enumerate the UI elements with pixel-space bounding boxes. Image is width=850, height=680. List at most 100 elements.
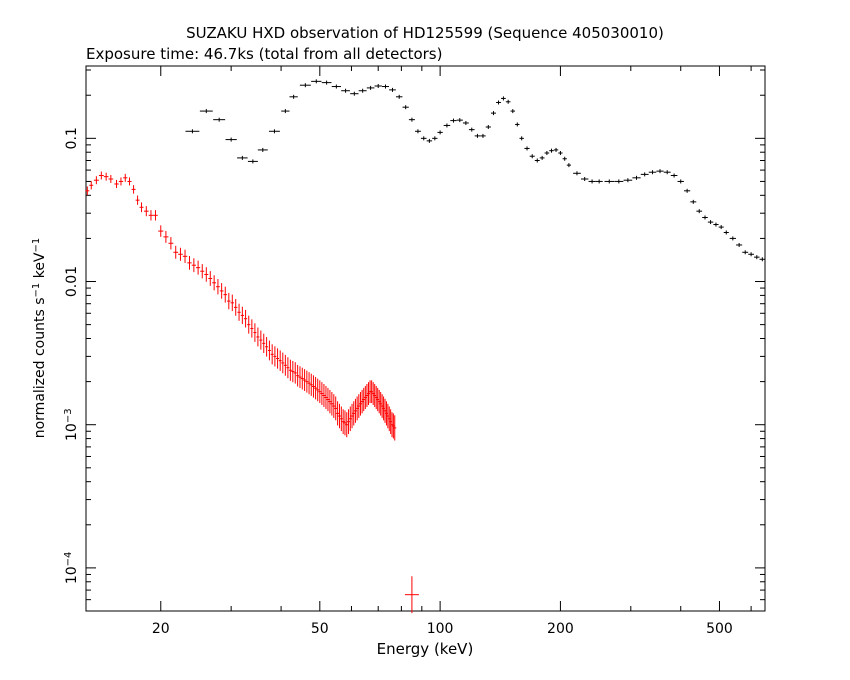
data-point [243,309,248,328]
data-point [250,319,254,338]
data-point [328,389,332,414]
data-point [648,170,657,175]
data-point [510,109,516,114]
data-point [108,174,114,183]
data-point [173,245,179,259]
data-point [573,171,581,176]
data-point [480,133,486,138]
data-point [98,171,104,180]
data-point [663,170,671,175]
data-point [234,298,238,316]
data-point [539,155,545,160]
data-point [148,210,154,221]
data-point [614,179,624,184]
plot-frame [85,65,766,612]
data-point [227,292,231,310]
chart-title: SUZAKU HXD observation of HD125599 (Sequ… [186,24,664,42]
data-point [490,111,497,116]
data-point [131,185,136,194]
data-point [754,255,760,260]
data-point [187,256,192,270]
y-tick-label: 0.01 [64,266,80,297]
data-point [580,176,589,181]
data-point [225,137,237,142]
x-tick-label: 200 [547,621,574,637]
data-point [85,186,90,196]
data-point [515,122,520,127]
data-point [293,362,297,384]
y-tick-label-base: 10 [64,423,80,441]
data-point [330,392,334,416]
data-point [604,179,615,184]
data-point [362,387,366,412]
data-point [240,306,244,325]
data-point [588,179,596,184]
data-point [357,394,361,418]
data-point [237,155,248,160]
data-point [670,173,678,178]
data-point [718,225,724,230]
data-point [223,286,228,303]
data-point [204,267,209,282]
data-point [200,264,205,279]
data-point [474,133,481,138]
data-point [450,118,457,123]
data-point [759,257,766,262]
data-point [415,129,421,134]
data-point [696,209,703,214]
y-tick-label: 10−4 [63,552,81,585]
data-point [288,359,292,381]
data-point [339,406,343,432]
y-axis-label-exp2: −1 [31,238,42,253]
data-point [307,372,311,395]
data-point [365,384,369,407]
data-point [168,237,174,250]
y-axis-label-mid: keV [32,252,48,283]
data-point [281,109,290,114]
data-point [420,136,427,141]
data-point [462,120,469,125]
data-point [185,129,200,134]
data-point [314,376,318,400]
data-point [311,79,322,84]
data-point [347,409,351,435]
data-point [143,206,149,217]
data-point [348,406,352,432]
data-point [316,378,320,402]
y-tick-label-base: 10 [64,566,80,584]
data-point [632,175,641,180]
data-point [337,403,341,429]
x-tick-label: 20 [152,621,170,637]
data-point [456,118,463,123]
data-point [549,148,554,153]
data-point [199,109,213,114]
data-point [213,117,226,122]
data-point [426,138,433,143]
data-point [363,385,367,409]
series-1 [85,171,419,614]
data-point [505,99,511,104]
x-tick-label: 500 [706,621,733,637]
y-tick-label-exp: −3 [63,408,74,423]
y-axis-label-exp1: −1 [31,283,42,298]
data-point [216,279,220,295]
data-point [278,350,282,371]
x-axis-ticks: 20 50 100 200 500 [152,66,752,637]
data-point [212,275,217,291]
data-point [729,236,736,241]
data-point [289,94,298,99]
data-point [259,330,263,350]
data-point [281,352,285,374]
data-point [501,96,506,101]
data-point [366,85,375,90]
data-point [371,382,375,405]
data-point [318,380,322,404]
y-tick-label-exp: −4 [63,552,74,567]
data-point [296,364,300,387]
data-point [566,163,571,168]
data-point [298,366,302,388]
data-point [135,195,140,205]
data-point [276,348,280,369]
data-point [163,230,169,243]
